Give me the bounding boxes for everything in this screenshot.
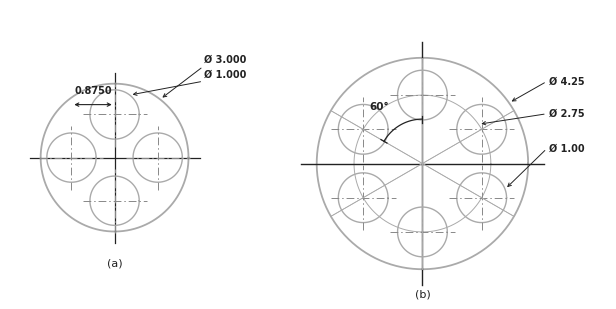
Text: (a): (a) (107, 259, 123, 269)
Text: Ø 1.00: Ø 1.00 (549, 144, 585, 154)
Text: 60°: 60° (370, 102, 389, 112)
Text: Ø 3.000: Ø 3.000 (205, 55, 246, 65)
Text: Ø 4.25: Ø 4.25 (549, 76, 585, 87)
Text: 0.8750: 0.8750 (74, 86, 112, 96)
Text: Ø 2.75: Ø 2.75 (549, 109, 585, 119)
Text: Ø 1.000: Ø 1.000 (205, 70, 246, 80)
Text: (b): (b) (415, 289, 431, 299)
